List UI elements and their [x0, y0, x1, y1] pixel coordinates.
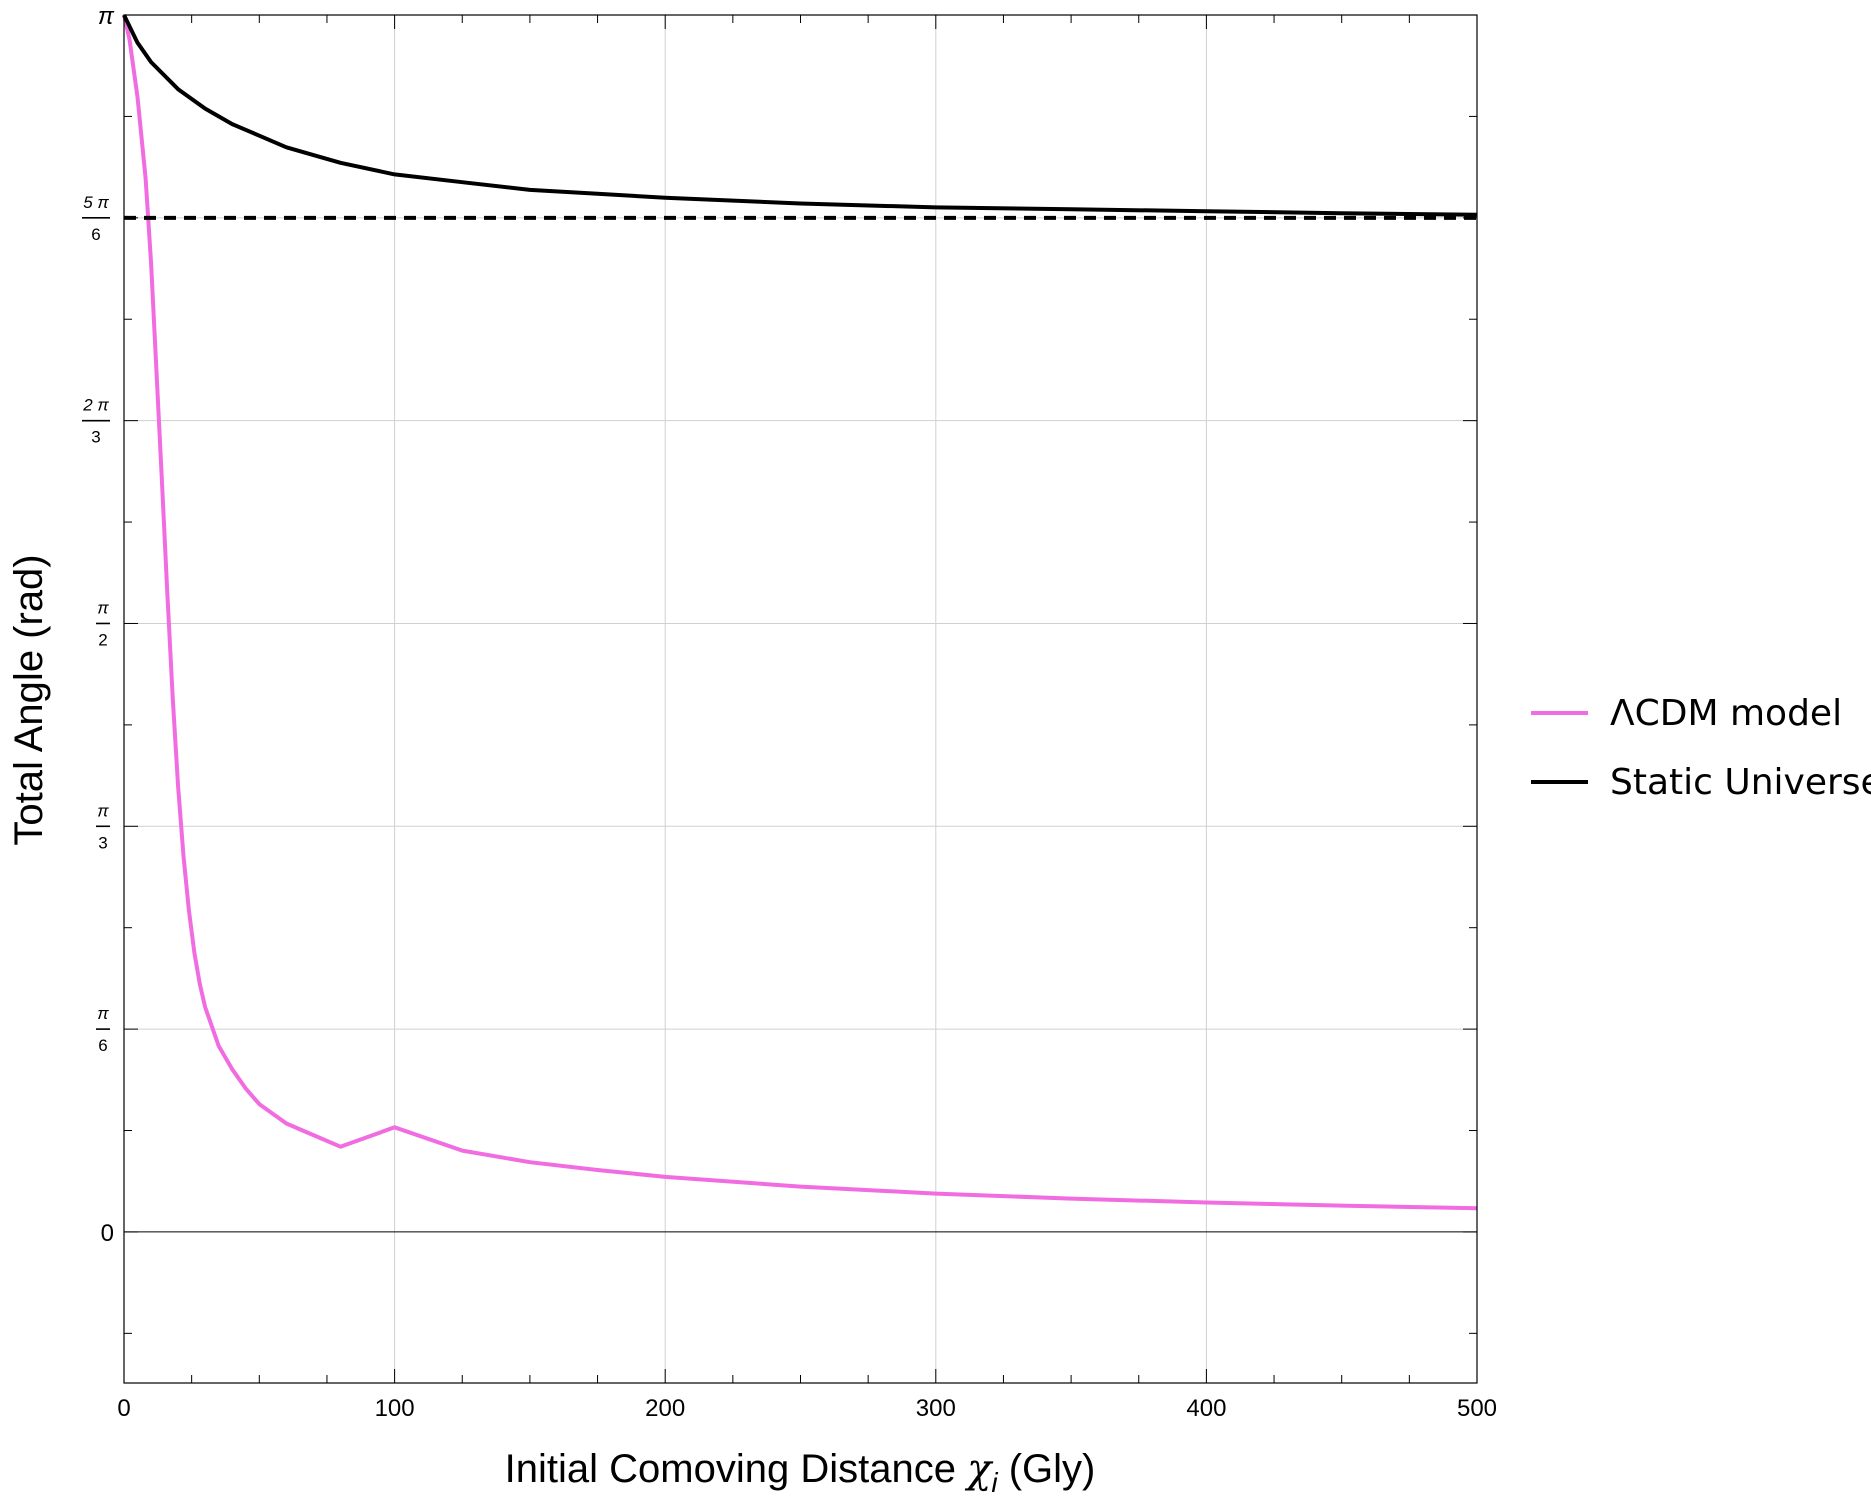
- y-tick-numerator: π: [97, 1004, 109, 1023]
- legend: ΛCDM model Static Universe: [1531, 693, 1871, 803]
- y-tick-label: π: [98, 3, 115, 30]
- legend-item-static: Static Universe: [1531, 762, 1871, 803]
- y-tick-label-text: 0: [101, 1220, 114, 1247]
- x-axis-subscript: i: [991, 1467, 998, 1498]
- y-tick-label: π6: [96, 1004, 110, 1055]
- y-tick-numerator: π: [97, 598, 109, 617]
- tick-marks: [123, 14, 1478, 1383]
- y-tick-label: 0: [101, 1220, 114, 1247]
- y-tick-numerator: π: [97, 801, 109, 820]
- x-axis-title-text: Initial Comoving Distance: [505, 1447, 956, 1491]
- x-tick-label: 400: [1186, 1395, 1226, 1422]
- legend-item-lcdm: ΛCDM model: [1531, 693, 1842, 734]
- y-tick-denominator: 3: [91, 428, 100, 447]
- x-axis-title: Initial Comoving Distance χi (Gly): [505, 1446, 1096, 1498]
- y-tick-numerator: 2 π: [82, 396, 109, 415]
- y-tick-denominator: 6: [98, 1036, 107, 1055]
- plot-frame: [123, 14, 1478, 1384]
- x-tick-label: 0: [117, 1395, 130, 1422]
- y-tick-label: 2 π 3: [82, 396, 110, 447]
- y-tick-label-text: π: [98, 3, 115, 30]
- x-tick-label: 100: [375, 1395, 415, 1422]
- series-line-lcdm: [122, 14, 1478, 1211]
- y-tick-label: π3: [96, 801, 110, 852]
- x-tick-label: 500: [1457, 1395, 1497, 1422]
- grid-lines: [124, 15, 1477, 1383]
- x-axis-symbol: χ: [964, 1446, 994, 1492]
- x-tick-labels: 0 100 200 300 400 500: [117, 1395, 1497, 1422]
- series-line-static: [122, 14, 1478, 217]
- y-tick-denominator: 2: [98, 630, 107, 649]
- y-tick-denominator: 3: [98, 833, 107, 852]
- x-tick-label: 300: [916, 1395, 956, 1422]
- legend-label: ΛCDM model: [1610, 693, 1842, 734]
- y-tick-numerator: 5 π: [83, 193, 109, 212]
- y-axis-title: Total Angle (rad): [7, 554, 51, 845]
- x-axis-unit: (Gly): [1009, 1447, 1096, 1491]
- y-tick-label: π2: [96, 598, 110, 649]
- y-tick-denominator: 6: [91, 225, 100, 244]
- series-layer: [122, 14, 1478, 1211]
- legend-label: Static Universe: [1610, 762, 1871, 803]
- x-tick-label: 200: [645, 1395, 685, 1422]
- y-tick-label: 5 π 6: [82, 193, 110, 244]
